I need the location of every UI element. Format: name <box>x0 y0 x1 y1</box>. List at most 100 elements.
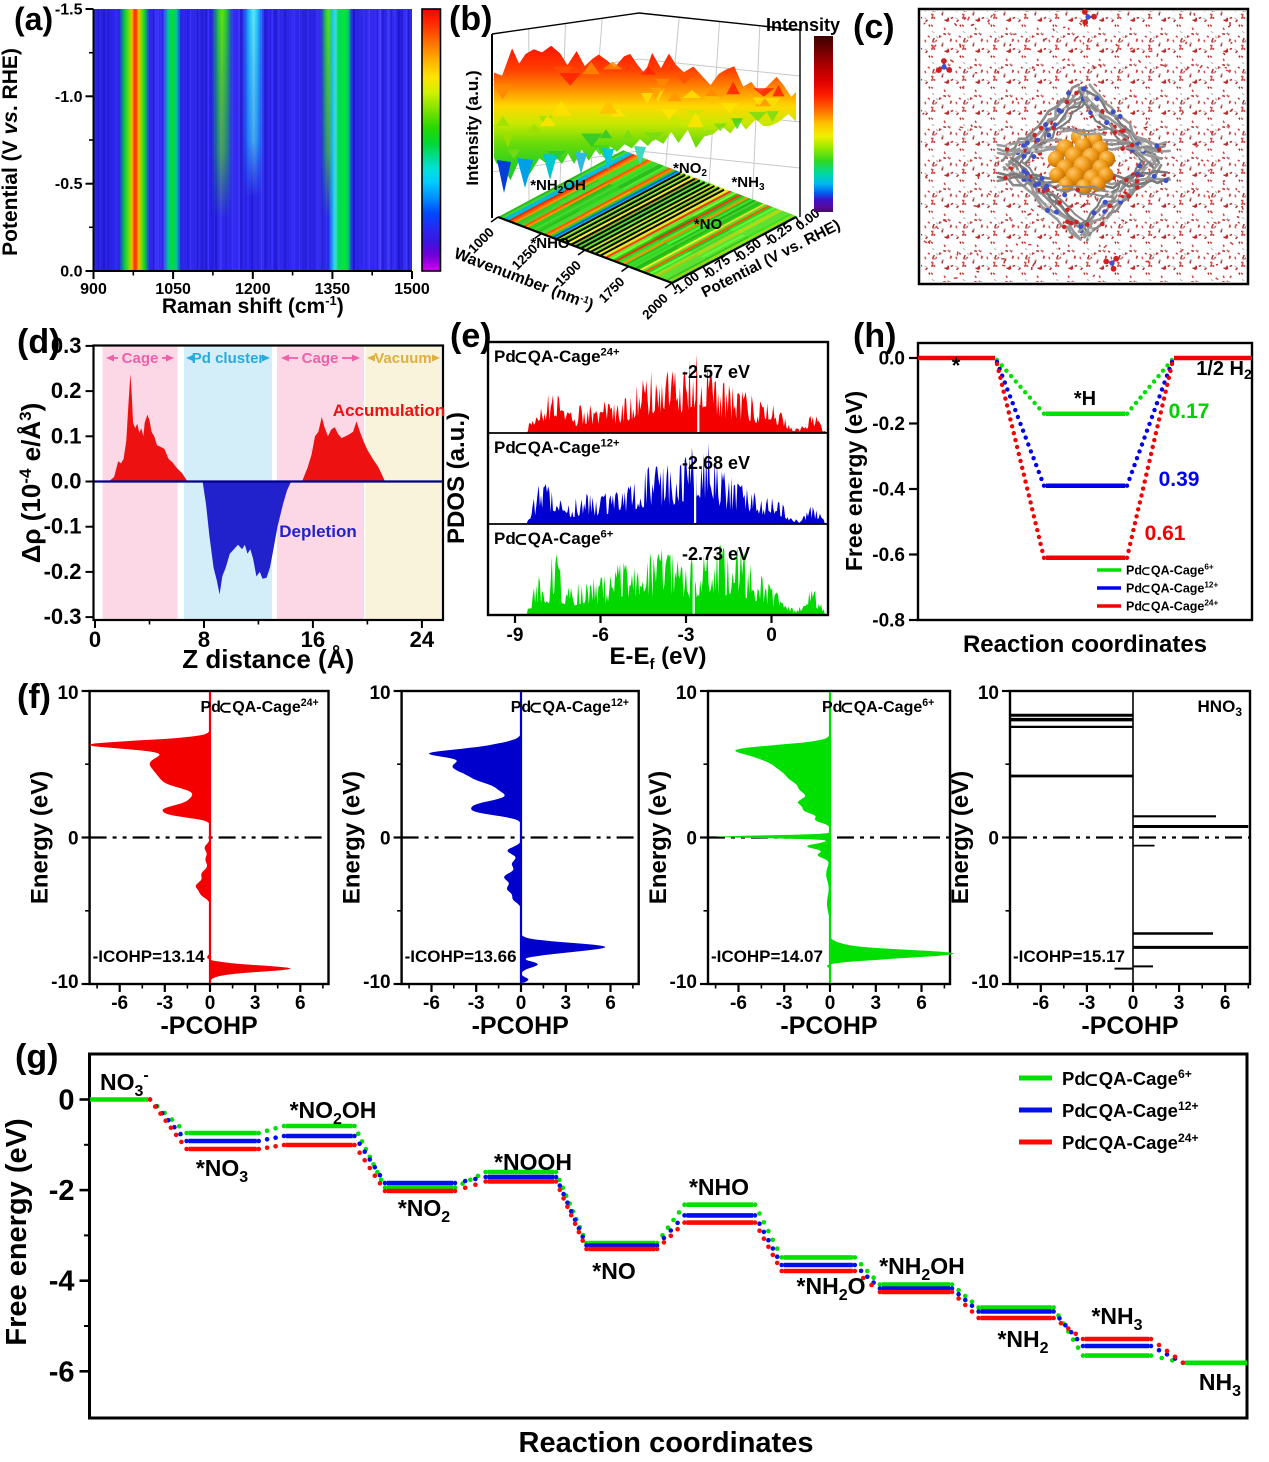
svg-text:-0.2: -0.2 <box>872 414 905 435</box>
svg-text:QA-Cage12+: QA-Cage12+ <box>1099 1099 1199 1121</box>
svg-text:-10: -10 <box>670 972 697 993</box>
svg-text:Vacuum: Vacuum <box>374 350 432 367</box>
svg-text:-0.5: -0.5 <box>55 176 83 193</box>
svg-text:-2: -2 <box>49 1175 75 1207</box>
svg-text:16: 16 <box>301 627 325 652</box>
svg-text:0: 0 <box>1128 993 1139 1014</box>
svg-text:*H: *H <box>1074 388 1096 410</box>
svg-text:Pd: Pd <box>1126 564 1142 578</box>
svg-text:Energy (eV): Energy (eV) <box>339 771 366 904</box>
svg-text:Energy (eV): Energy (eV) <box>947 771 974 904</box>
svg-text:-6: -6 <box>49 1356 75 1388</box>
svg-text:Pd: Pd <box>1126 582 1142 596</box>
svg-text:-PCOHP: -PCOHP <box>160 1012 257 1040</box>
svg-text:-10: -10 <box>363 972 390 993</box>
svg-text:-PCOHP: -PCOHP <box>472 1012 569 1040</box>
svg-text:*NH3: *NH3 <box>731 174 765 193</box>
svg-text:-6: -6 <box>111 993 128 1014</box>
svg-text:QA-Cage24+: QA-Cage24+ <box>1151 599 1219 614</box>
svg-text:QA-Cage6+: QA-Cage6+ <box>1099 1067 1192 1089</box>
svg-text:8: 8 <box>198 627 210 652</box>
svg-text:0: 0 <box>68 829 79 850</box>
svg-text:1350: 1350 <box>315 281 351 298</box>
svg-text:QA-Cage24+: QA-Cage24+ <box>232 697 318 716</box>
svg-text:3: 3 <box>871 993 882 1014</box>
svg-text:0.3: 0.3 <box>51 333 82 358</box>
svg-text:(b): (b) <box>449 0 492 38</box>
svg-text:-0.3: -0.3 <box>44 604 82 629</box>
svg-text:1200: 1200 <box>235 281 271 298</box>
svg-text:24: 24 <box>410 627 435 652</box>
svg-text:Pd: Pd <box>1062 1068 1086 1089</box>
svg-text:(g): (g) <box>15 1038 58 1076</box>
svg-text:Intensity: Intensity <box>766 15 840 35</box>
svg-text:Depletion: Depletion <box>279 522 356 541</box>
svg-text:1050: 1050 <box>155 281 191 298</box>
svg-text:0: 0 <box>766 625 777 646</box>
svg-text:QA-Cage6+: QA-Cage6+ <box>854 697 935 716</box>
svg-text:-0.2: -0.2 <box>44 559 82 584</box>
svg-text:-6: -6 <box>1032 993 1049 1014</box>
svg-text:Free energy (eV): Free energy (eV) <box>1 1118 33 1345</box>
svg-text:Cage: Cage <box>302 350 339 367</box>
svg-text:0.0: 0.0 <box>60 264 82 281</box>
svg-text:*NHO: *NHO <box>689 1174 749 1200</box>
svg-text:(a): (a) <box>14 1 53 37</box>
svg-text:QA-Cage24+: QA-Cage24+ <box>1099 1131 1199 1153</box>
svg-text:900: 900 <box>80 281 107 298</box>
svg-text:-10: -10 <box>51 972 78 993</box>
svg-text:-0.8: -0.8 <box>872 611 905 632</box>
svg-text:*NOOH: *NOOH <box>494 1149 572 1175</box>
svg-text:(e): (e) <box>450 317 492 355</box>
svg-text:(c): (c) <box>853 8 895 46</box>
svg-text:(d): (d) <box>17 323 60 361</box>
svg-text:0: 0 <box>205 993 216 1014</box>
svg-text:Pd: Pd <box>1126 600 1142 614</box>
svg-text:-3: -3 <box>468 993 485 1014</box>
svg-text:*NO2: *NO2 <box>673 160 707 179</box>
svg-text:-6: -6 <box>592 625 609 646</box>
svg-text:-3: -3 <box>776 993 793 1014</box>
svg-text:Pd: Pd <box>822 699 842 716</box>
svg-text:0: 0 <box>686 829 697 850</box>
svg-text:0.1: 0.1 <box>51 423 82 448</box>
svg-text:-6: -6 <box>423 993 440 1014</box>
svg-text:0.0: 0.0 <box>879 349 905 370</box>
svg-text:0: 0 <box>58 1085 74 1117</box>
svg-text:Pd: Pd <box>511 699 531 716</box>
svg-text:0.39: 0.39 <box>1159 468 1200 491</box>
svg-text:Cage: Cage <box>122 350 159 367</box>
svg-text:*NH2OH: *NH2OH <box>530 177 586 196</box>
svg-text:-3: -3 <box>678 625 695 646</box>
svg-text:0.61: 0.61 <box>1145 522 1186 545</box>
svg-text:Pd cluster: Pd cluster <box>192 350 265 367</box>
svg-text:-6: -6 <box>730 993 747 1014</box>
svg-text:*NHO: *NHO <box>530 235 570 252</box>
svg-text:0: 0 <box>380 829 391 850</box>
svg-text:0: 0 <box>825 993 836 1014</box>
svg-text:*NO2OH: *NO2OH <box>290 1097 377 1128</box>
svg-text:Z distance (Å): Z distance (Å) <box>182 644 354 674</box>
svg-text:*NO: *NO <box>592 1258 635 1284</box>
svg-text:-1.5: -1.5 <box>55 2 83 19</box>
svg-text:Intensity (a.u.): Intensity (a.u.) <box>463 70 482 185</box>
svg-text:QA-Cage12+: QA-Cage12+ <box>528 438 620 458</box>
svg-text:QA-Cage12+: QA-Cage12+ <box>543 697 629 716</box>
svg-text:-PCOHP: -PCOHP <box>1081 1012 1178 1040</box>
svg-text:Raman shift (cm-1): Raman shift (cm-1) <box>162 293 344 318</box>
svg-text:-ICOHP=13.66: -ICOHP=13.66 <box>405 947 517 966</box>
svg-text:QA-Cage12+: QA-Cage12+ <box>1151 581 1219 596</box>
svg-text:-ICOHP=15.17: -ICOHP=15.17 <box>1013 947 1125 966</box>
svg-text:Free energy (eV): Free energy (eV) <box>841 391 867 571</box>
svg-text:E-Ef (eV): E-Ef (eV) <box>609 643 706 673</box>
svg-text:-2.68 eV: -2.68 eV <box>682 453 750 473</box>
svg-text:6: 6 <box>1220 993 1231 1014</box>
svg-text:6: 6 <box>916 993 927 1014</box>
svg-text:-ICOHP=13.14: -ICOHP=13.14 <box>93 947 206 966</box>
svg-text:0.2: 0.2 <box>51 378 82 403</box>
svg-text:1500: 1500 <box>394 281 430 298</box>
svg-text:-3: -3 <box>1078 993 1095 1014</box>
svg-text:(h): (h) <box>853 317 896 355</box>
svg-text:10: 10 <box>676 683 697 704</box>
svg-text:6: 6 <box>295 993 306 1014</box>
